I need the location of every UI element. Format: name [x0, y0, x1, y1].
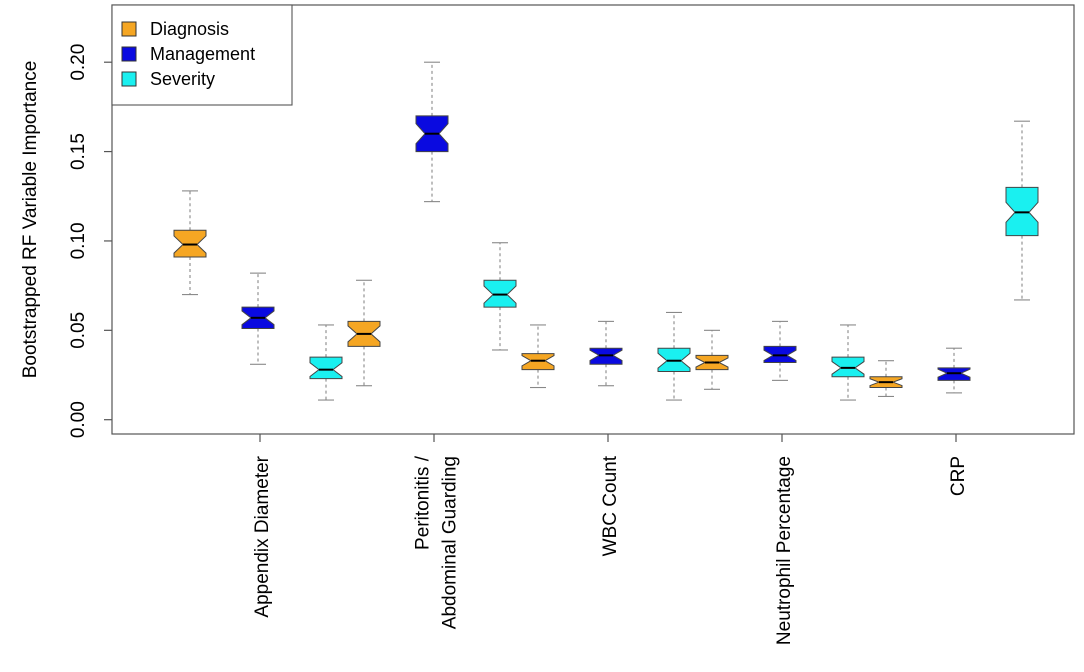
box-management-3: [763, 320, 797, 381]
box-diagnosis-2: [521, 324, 555, 389]
box-diagnosis-0: [173, 190, 207, 296]
plot-area: [173, 61, 1039, 401]
y-tick-label: 0.20: [68, 44, 89, 81]
y-tick-label: 0.05: [68, 312, 89, 349]
y-tick-label: 0.10: [68, 222, 89, 259]
box-diagnosis-1: [347, 279, 381, 387]
y-tick-label: 0.15: [68, 133, 89, 170]
box-body: [309, 356, 343, 380]
legend-label-severity: Severity: [150, 69, 215, 89]
legend-label-management: Management: [150, 44, 255, 64]
legend-swatch-diagnosis: [121, 21, 137, 37]
legend-label-diagnosis: Diagnosis: [150, 19, 229, 39]
box-severity-4: [1005, 120, 1039, 301]
box-severity-2: [657, 311, 691, 401]
box-management-0: [241, 272, 275, 365]
x-tick-label: WBC Count: [600, 455, 621, 556]
legend-swatch-management: [121, 46, 137, 62]
box-management-1: [415, 61, 449, 203]
legend-swatch-severity: [121, 71, 137, 87]
legend-box: [111, 4, 293, 106]
y-tick-label: 0.00: [68, 401, 89, 438]
x-tick-label: CRP: [948, 456, 969, 496]
y-axis-title: Bootstrapped RF Variable Importance: [20, 61, 41, 379]
x-tick-label: Neutrophil Percentage: [774, 456, 795, 645]
box-severity-3: [831, 324, 865, 401]
x-tick-label: Appendix Diameter: [252, 455, 273, 617]
legend: Diagnosis Management Severity: [111, 4, 293, 106]
x-tick-label: Abdominal Guarding: [440, 456, 461, 629]
plot-frame: [111, 4, 1075, 435]
box-management-2: [589, 320, 623, 387]
box-diagnosis-3: [695, 329, 729, 390]
x-tick-label: Peritonitis /: [413, 455, 434, 550]
box-severity-1: [483, 242, 517, 351]
box-management-4: [937, 347, 971, 394]
box-diagnosis-4: [869, 360, 903, 398]
axes: 0.00 0.05 0.10 0.15 0.20 Appendix Diameter Per…: [68, 4, 1075, 645]
box-severity-0: [309, 324, 343, 401]
